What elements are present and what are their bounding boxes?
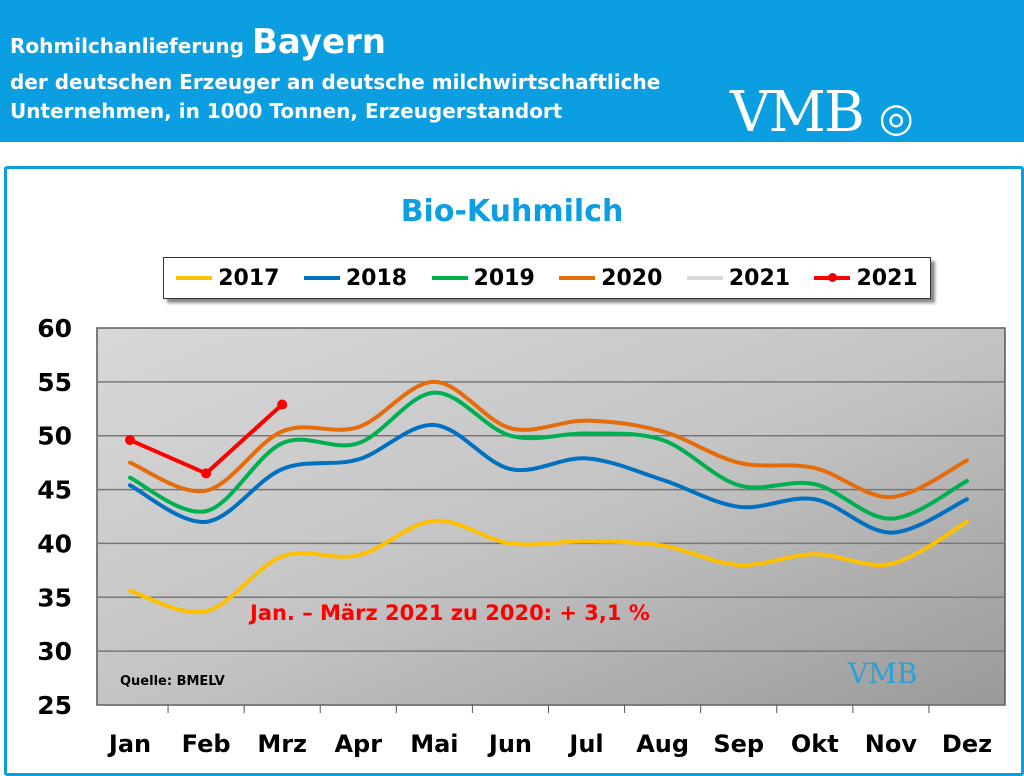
x-tick-label: Jun — [487, 730, 532, 758]
y-tick-label: 35 — [37, 583, 72, 612]
data-point-2021 — [277, 399, 288, 410]
vmb-logo: VMB ◎ — [730, 80, 914, 145]
legend-label: 2017 — [218, 265, 280, 291]
legend-swatch — [176, 276, 213, 280]
header-banner: Rohmilchanlieferung Bayern der deutschen … — [0, 0, 1024, 145]
plot-background — [96, 327, 1006, 706]
legend-label: 2020 — [601, 265, 663, 291]
source-label: Quelle: BMELV — [120, 674, 225, 689]
x-tick-label: Okt — [791, 730, 839, 758]
x-tick-label: Jan — [107, 730, 151, 758]
legend-label: 2018 — [345, 265, 408, 291]
y-tick-label: 30 — [37, 637, 72, 666]
series-line-2018 — [128, 422, 969, 535]
x-tick-label: Dez — [942, 730, 992, 758]
header-subtitle: der deutschen Erzeuger an deutsche milch… — [10, 70, 661, 123]
chart-title: Bio-Kuhmilch — [400, 194, 624, 229]
legend-swatch — [303, 276, 340, 280]
y-tick-label: 50 — [37, 422, 72, 451]
data-point-2021 — [201, 468, 212, 479]
series-line-2017 — [128, 518, 969, 615]
y-tick-label: 40 — [37, 529, 72, 558]
legend-swatch — [686, 276, 723, 280]
annotation: Jan. – März 2021 zu 2020: + 3,1 % — [248, 601, 650, 625]
series-line-2020 — [128, 379, 969, 500]
y-tick-label: 45 — [37, 476, 72, 505]
x-tick-label: Jul — [567, 730, 603, 758]
x-tick-label: Nov — [865, 730, 918, 758]
x-tick-label: Mai — [410, 730, 458, 758]
legend-label: 2021 — [728, 265, 791, 291]
legend-swatch — [431, 276, 468, 280]
legend-swatch — [559, 276, 596, 280]
legend-item-2019: 2019 — [431, 265, 535, 291]
x-tick-label: Mrz — [257, 730, 307, 758]
x-tick-label: Feb — [182, 730, 231, 758]
legend-label: 2021 — [856, 265, 918, 291]
legend-item-2021: 2021 — [814, 265, 918, 291]
legend-swatch — [814, 273, 851, 282]
series-line-2019 — [128, 390, 969, 521]
y-tick-label: 25 — [37, 691, 72, 720]
header-title: Rohmilchanlieferung Bayern — [10, 22, 386, 62]
x-tick-label: Aug — [636, 730, 689, 758]
legend-item-2021: 2021 — [686, 265, 791, 291]
legend: 2017 2018 2019 2020 2021 2021 — [163, 257, 931, 299]
legend-item-2017: 2017 — [176, 266, 279, 291]
legend-item-2018: 2018 — [303, 265, 408, 291]
x-tick-label: Sep — [713, 730, 764, 758]
data-point-2021 — [125, 435, 135, 446]
legend-label: 2019 — [473, 265, 535, 291]
vmb-watermark-logo: VMB — [847, 657, 917, 690]
y-tick-label: 55 — [37, 368, 72, 397]
legend-item-2020: 2020 — [559, 266, 662, 291]
x-tick-label: Apr — [334, 730, 382, 758]
y-tick-label: 60 — [37, 314, 72, 343]
